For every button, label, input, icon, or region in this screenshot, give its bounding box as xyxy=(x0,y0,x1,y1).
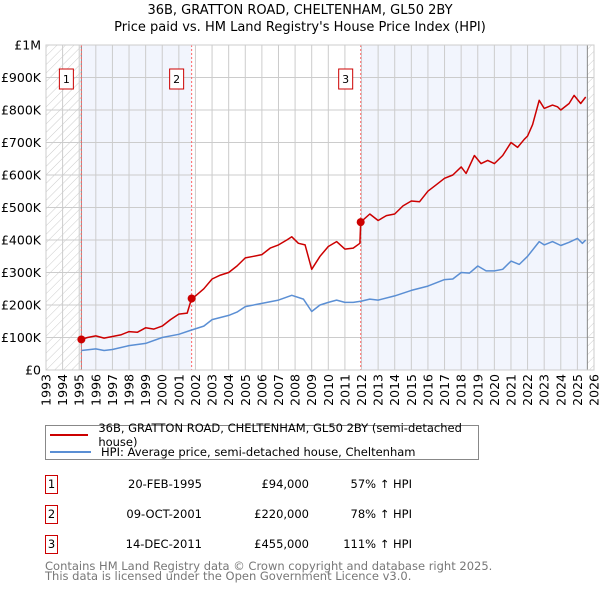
sale-point xyxy=(187,294,196,303)
price-paid-line xyxy=(81,94,587,341)
sale-label: 1 xyxy=(63,73,70,86)
x-tick-label: 2004 xyxy=(221,374,236,406)
y-tick-label: £300K xyxy=(1,265,42,280)
x-tick-label: 1994 xyxy=(55,374,70,406)
x-tick-label: 2008 xyxy=(288,374,303,406)
x-tick-label: 2000 xyxy=(155,374,170,406)
legend-label: 36B, GRATTON ROAD, CHELTENHAM, GL50 2BY … xyxy=(98,421,462,449)
x-tick-label: 1996 xyxy=(88,374,103,406)
legend-item-hpi: HPI: Average price, semi-detached house,… xyxy=(50,444,416,460)
y-tick-label: £500K xyxy=(1,200,42,215)
x-tick-label: 2007 xyxy=(271,374,286,406)
legend-swatch-red xyxy=(50,434,89,436)
x-tick-label: 2009 xyxy=(304,374,319,406)
sale-label: 3 xyxy=(342,73,349,86)
x-tick-label: 2005 xyxy=(238,374,253,406)
sale-label-box xyxy=(169,68,185,90)
y-tick-label: £400K xyxy=(1,233,42,248)
legend-label: HPI: Average price, semi-detached house,… xyxy=(101,445,416,459)
x-tick-label: 2017 xyxy=(437,374,452,406)
x-tick-label: 1999 xyxy=(138,374,153,406)
sale-hpi: 111% ↑ HPI xyxy=(343,537,412,551)
footer-copyright: Contains HM Land Registry data © Crown c… xyxy=(45,559,493,573)
x-tick-label: 2025 xyxy=(570,374,585,406)
sale-price: £94,000 xyxy=(261,477,309,491)
y-tick-label: £200K xyxy=(1,298,42,313)
sale-label: 2 xyxy=(173,73,180,86)
x-tick-label: 2023 xyxy=(537,374,552,406)
sale-hpi: 57% ↑ HPI xyxy=(350,477,412,491)
sale-row: 3 14-DEC-2011 £455,000 111% ↑ HPI xyxy=(45,535,445,555)
sale-point xyxy=(356,218,365,227)
x-tick-label: 1995 xyxy=(72,374,87,406)
footer-licence: This data is licensed under the Open Gov… xyxy=(45,569,412,583)
legend-item-property: 36B, GRATTON ROAD, CHELTENHAM, GL50 2BY … xyxy=(50,421,478,449)
x-tick-label: 1998 xyxy=(122,374,137,406)
sale-price: £455,000 xyxy=(254,537,309,551)
x-tick-label: 2021 xyxy=(503,374,518,406)
x-tick-label: 2018 xyxy=(454,374,469,406)
sale-hpi: 78% ↑ HPI xyxy=(350,507,412,521)
sale-date: 20-FEB-1995 xyxy=(128,477,202,491)
chart-subtitle: Price paid vs. HM Land Registry's House … xyxy=(114,20,486,35)
y-tick-label: £100K xyxy=(1,330,42,345)
x-tick-label: 2002 xyxy=(188,374,203,406)
sale-date: 14-DEC-2011 xyxy=(125,537,202,551)
hpi-line xyxy=(81,237,587,352)
y-tick-label: £800K xyxy=(1,103,42,118)
x-tick-label: 2020 xyxy=(487,374,502,406)
x-tick-label: 1997 xyxy=(105,374,120,406)
y-tick-label: £1M xyxy=(14,38,41,53)
x-tick-label: 2006 xyxy=(254,374,269,406)
x-tick-label: 2016 xyxy=(420,374,435,406)
y-tick-label: £900K xyxy=(1,70,42,85)
sale-marker: 1 xyxy=(45,475,58,494)
chart-area: 1993 1994 1995 1996 1997 1998 1999 2000 2001 2002… xyxy=(1,38,600,406)
x-tick-label: 2001 xyxy=(171,374,186,406)
sale-row: 1 20-FEB-1995 £94,000 57% ↑ HPI xyxy=(45,475,445,495)
sale-label-box xyxy=(58,68,74,90)
x-tick-label: 2011 xyxy=(337,374,352,406)
sale-row: 2 09-OCT-2001 £220,000 78% ↑ HPI xyxy=(45,505,445,525)
sale-date: 09-OCT-2001 xyxy=(126,507,202,521)
sale-marker: 2 xyxy=(45,505,58,524)
y-tick-label: £600K xyxy=(1,168,42,183)
x-tick-label: 2010 xyxy=(321,374,336,406)
x-tick-label: 2012 xyxy=(354,374,369,406)
x-tick-label: 2003 xyxy=(205,374,220,406)
legend-swatch-blue xyxy=(50,451,91,453)
x-tick-label: 2022 xyxy=(520,374,535,406)
x-tick-label: 2019 xyxy=(470,374,485,406)
y-tick-label: £700K xyxy=(1,135,42,150)
sale-point xyxy=(77,335,86,344)
sale-label-box xyxy=(338,68,354,90)
plot-border xyxy=(45,44,595,371)
y-tick-label: £0 xyxy=(25,363,41,378)
x-tick-label: 2024 xyxy=(553,374,568,406)
x-tick-label: 2026 xyxy=(587,374,600,406)
x-tick-label: 2015 xyxy=(404,374,419,406)
chart-title: 36B, GRATTON ROAD, CHELTENHAM, GL50 2BY xyxy=(147,3,453,18)
x-tick-label: 1993 xyxy=(39,374,54,406)
x-tick-label: 2013 xyxy=(371,374,386,406)
legend: 36B, GRATTON ROAD, CHELTENHAM, GL50 2BY … xyxy=(45,421,479,460)
sale-price: £220,000 xyxy=(254,507,309,521)
x-tick-label: 2014 xyxy=(387,374,402,406)
sale-marker: 3 xyxy=(45,535,58,554)
